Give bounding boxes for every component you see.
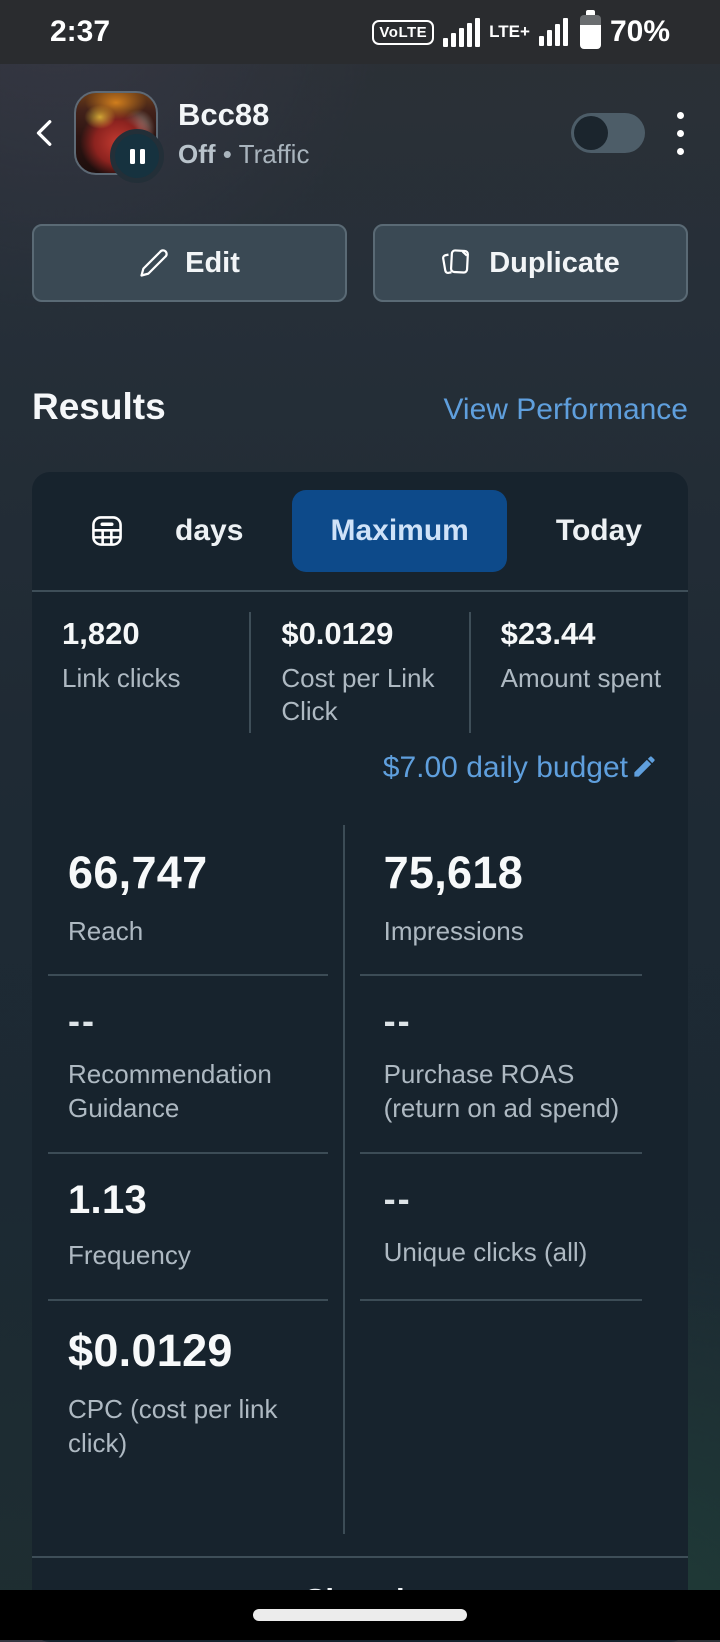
status-text: Off [178,138,216,169]
tab-days[interactable]: days [175,514,244,547]
chevron-left-icon [36,120,52,146]
ad-header: Bcc88 Off • Traffic [28,90,692,183]
divider [32,974,688,977]
metrics-grid: 66,747 Reach 75,618 Impressions -- Recom… [32,823,688,1557]
battery-icon [579,10,601,49]
results-card: days Maximum Today 1,820 Link clicks $0.… [32,472,688,1642]
toggle-knob [574,116,608,150]
metric-value: 75,618 [383,846,524,898]
volte-badge-icon: VoLTE [372,19,435,45]
duplicate-button-label: Duplicate [489,246,620,279]
date-range-tabs: days Maximum Today [32,472,688,590]
stat-label: Cost per Link Click [281,663,435,727]
metrics-row-1: 66,747 Reach 75,618 Impressions [32,823,688,975]
tab-maximum[interactable]: Maximum [292,490,507,572]
metric-recommendation-guidance: -- Recommendation Guidance [32,976,344,1152]
status-icons: VoLTE LTE+ 70% [372,10,670,49]
metric-label: Purchase ROAS (return on ad spend) [383,1059,620,1124]
pencil-icon [140,249,168,277]
metrics-row-4: $0.0129 CPC (cost per link click) [32,1301,688,1557]
metric-label: Reach [68,915,144,946]
back-button[interactable] [28,103,74,163]
battery-percent: 70% [609,15,670,48]
copy-icon [442,249,470,274]
metric-label: Frequency [68,1239,191,1270]
ad-thumbnail[interactable] [74,91,164,183]
metric-value: 1.13 [68,1177,148,1222]
divider [32,1556,688,1559]
metric-label: Unique clicks (all) [383,1236,588,1267]
daily-budget-link[interactable]: $7.00 daily budget [382,750,628,784]
stat-label: Amount spent [500,663,662,693]
metric-label: CPC (cost per link click) [68,1393,278,1458]
status-bar: 2:37 VoLTE LTE+ 70% [0,0,720,64]
stat-cost-per-click: $0.0129 Cost per Link Click [249,612,468,733]
stat-label: Link clicks [62,663,181,693]
metric-impressions: 75,618 Impressions [344,823,688,975]
edit-button[interactable]: Edit [32,224,347,302]
divider [32,590,688,592]
metric-value: -- [68,1000,96,1042]
metric-value: -- [383,1000,412,1042]
stat-value: $0.0129 [281,616,394,651]
divider [32,1151,688,1154]
edit-button-label: Edit [185,246,240,279]
metric-label: Recommendation Guidance [68,1059,272,1124]
stat-value: 1,820 [62,616,140,651]
divider [32,1298,688,1301]
metric-value: $0.0129 [68,1324,233,1376]
metric-purchase-roas: -- Purchase ROAS (return on ad spend) [344,976,688,1152]
view-performance-link[interactable]: View Performance [443,393,688,426]
metric-label: Impressions [383,915,524,946]
pencil-filled-icon[interactable] [631,753,658,780]
dot-separator: • [222,138,232,169]
pause-icon [110,129,164,183]
ad-name: Bcc88 [178,96,270,132]
signal-bars-icon [443,17,481,47]
stat-value: $23.44 [500,616,596,651]
stat-link-clicks: 1,820 Link clicks [32,612,249,733]
network-type-label: LTE+ [489,22,530,41]
ad-title-block: Bcc88 Off • Traffic [178,97,309,170]
clock: 2:37 [50,15,111,48]
calendar-grid-icon[interactable] [88,512,126,550]
duplicate-button[interactable]: Duplicate [373,224,688,302]
more-options-button[interactable] [673,108,688,159]
action-buttons: Edit Duplicate [32,224,688,302]
ad-status-line: Off • Traffic [178,139,309,170]
metric-reach: 66,747 Reach [32,823,344,975]
system-nav-bar [0,1590,720,1640]
summary-stats: 1,820 Link clicks $0.0129 Cost per Link … [32,592,688,747]
gesture-handle[interactable] [253,1609,467,1621]
metric-value: -- [383,1177,412,1219]
ad-active-toggle[interactable] [571,113,645,153]
stat-amount-spent: $23.44 Amount spent [468,612,688,733]
results-header: Results View Performance [32,386,688,428]
signal-bars-2-icon [538,18,568,46]
metric-cpc: $0.0129 CPC (cost per link click) [32,1301,344,1557]
metrics-row-3: 1.13 Frequency -- Unique clicks (all) [32,1154,688,1299]
results-title: Results [32,386,166,427]
metrics-row-2: -- Recommendation Guidance -- Purchase R… [32,976,688,1152]
metric-unique-clicks: -- Unique clicks (all) [344,1154,688,1299]
metric-frequency: 1.13 Frequency [32,1154,344,1299]
metric-value: 66,747 [68,846,208,898]
objective-text: Traffic [238,138,310,169]
metric-empty-cell [344,1301,688,1557]
tab-today[interactable]: Today [555,514,642,547]
daily-budget-row: $7.00 daily budget [32,747,688,803]
